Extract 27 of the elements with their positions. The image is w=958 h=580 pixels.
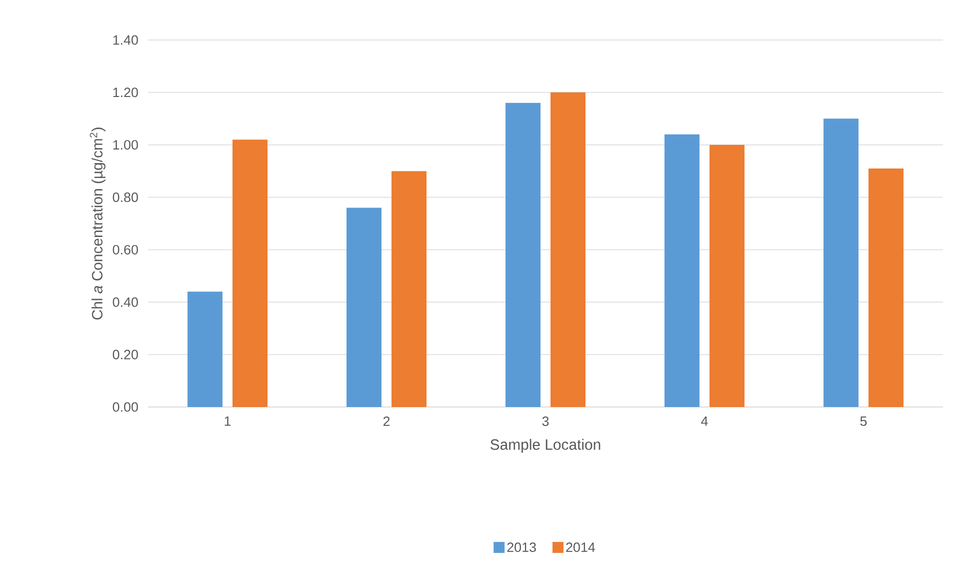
y-tick-label: 0.60 <box>112 244 138 254</box>
y-tick-label: 0.00 <box>112 402 138 412</box>
x-tick-label: 5 <box>860 416 867 426</box>
bar <box>392 171 427 407</box>
bar <box>188 292 222 407</box>
y-tick-label: 0.40 <box>112 297 138 307</box>
bar <box>824 118 859 407</box>
bar <box>346 208 382 407</box>
y-tick-label: 0.20 <box>112 350 138 360</box>
x-tick-label: 4 <box>701 416 708 426</box>
x-tick-label: 3 <box>542 416 549 426</box>
y-axis-title: Chl a Concentration (µg/cm$^{2}$) <box>90 128 106 320</box>
y-tick-label: 1.40 <box>113 35 138 45</box>
bar <box>232 140 268 407</box>
y-tick-label: 1.20 <box>113 88 138 98</box>
y-tick-label: 1.00 <box>113 140 138 150</box>
x-tick-label: 2 <box>383 416 390 426</box>
legend-label: 2014 <box>566 542 596 552</box>
bar <box>550 92 586 407</box>
bar <box>664 134 700 407</box>
bar <box>506 102 541 407</box>
x-tick-label: 1 <box>224 416 231 426</box>
x-axis-title: Sample Location <box>490 438 600 453</box>
bar <box>710 144 745 407</box>
legend-label: 2013 <box>507 542 536 552</box>
bar <box>868 168 904 407</box>
y-tick-label: 0.80 <box>112 192 138 202</box>
